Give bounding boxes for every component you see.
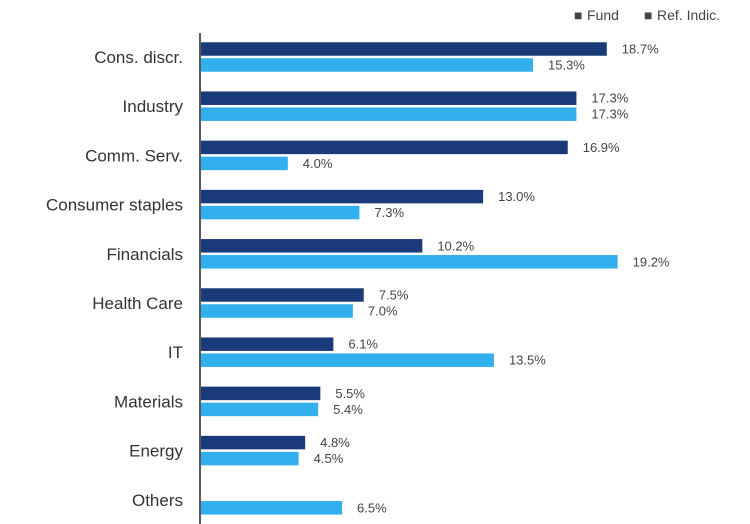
legend-marker-fund: ■ <box>574 7 582 23</box>
value-label-fund-energy: 4.8% <box>320 435 350 450</box>
value-label-ref-indic-consumer-staples: 7.3% <box>374 205 404 220</box>
value-label-ref-indic-materials: 5.4% <box>333 402 363 417</box>
value-label-fund-consumer-staples: 13.0% <box>498 189 535 204</box>
value-label-fund-financials: 10.2% <box>437 238 474 253</box>
plot-area: Cons. discr. 18.7% 15.3% Industry 17.3%17.3%… <box>46 42 670 516</box>
bar-fund-energy[interactable] <box>201 435 306 450</box>
category-label-it: IT <box>168 343 183 362</box>
bar-fund-health-care[interactable] <box>201 288 364 302</box>
category-label-health-care: Health Care <box>92 294 183 313</box>
bar-ref-indic-materials[interactable] <box>201 402 319 417</box>
value-label-ref-indic-energy: 4.5% <box>314 451 344 466</box>
bar-ref-indic-consumer-staples[interactable] <box>201 205 360 220</box>
category-label-consumer-staples: Consumer staples <box>46 196 183 215</box>
bar-fund-cons-discr[interactable] <box>201 42 607 56</box>
bar-fund-comm-serv[interactable] <box>201 140 568 155</box>
value-label-fund-health-care: 7.5% <box>379 288 409 303</box>
value-label-fund-industry: 17.3% <box>591 91 628 106</box>
bar-ref-indic-financials[interactable] <box>201 255 618 269</box>
bar-ref-indic-industry[interactable] <box>201 107 577 121</box>
value-label-fund-comm-serv: 16.9% <box>583 140 620 155</box>
bar-ref-indic-others[interactable] <box>201 501 343 515</box>
bar-ref-indic-health-care[interactable] <box>201 304 353 318</box>
bar-fund-industry[interactable] <box>201 91 577 105</box>
category-label-materials: Materials <box>114 392 183 411</box>
value-label-ref-indic-industry: 17.3% <box>591 107 628 122</box>
category-label-cons-discr: Cons. discr. <box>94 48 183 67</box>
value-label-fund-it: 6.1% <box>348 337 378 352</box>
category-label-industry: Industry <box>123 97 184 116</box>
value-label-ref-indic-health-care: 7.0% <box>368 304 398 319</box>
value-label-fund-cons-discr: 18.7% <box>622 42 659 57</box>
category-label-energy: Energy <box>129 442 183 461</box>
bar-fund-financials[interactable] <box>201 239 423 253</box>
value-label-ref-indic-others: 6.5% <box>357 500 387 515</box>
legend-label-fund[interactable]: Fund <box>587 7 619 23</box>
value-label-ref-indic-financials: 19.2% <box>633 254 670 269</box>
value-label-fund-materials: 5.5% <box>335 386 365 401</box>
category-label-others: Others <box>132 491 183 510</box>
value-label-ref-indic-it: 13.5% <box>509 353 546 368</box>
bar-ref-indic-comm-serv[interactable] <box>201 156 288 171</box>
value-label-ref-indic-cons-discr: 15.3% <box>548 58 585 73</box>
category-label-comm-serv: Comm. Serv. <box>85 146 183 165</box>
bar-fund-it[interactable] <box>201 337 334 351</box>
category-label-financials: Financials <box>106 245 183 264</box>
bar-fund-consumer-staples[interactable] <box>201 189 484 204</box>
bar-ref-indic-energy[interactable] <box>201 451 299 466</box>
bar-ref-indic-cons-discr[interactable] <box>201 58 534 72</box>
bar-ref-indic-it[interactable] <box>201 353 494 367</box>
legend-marker-ref-indic: ■ <box>644 7 652 23</box>
value-label-ref-indic-comm-serv: 4.0% <box>303 156 333 171</box>
legend-label-ref-indic[interactable]: Ref. Indic. <box>657 7 720 23</box>
legend: ■ Fund ■ Ref. Indic. <box>574 7 720 23</box>
bar-fund-materials[interactable] <box>201 386 321 401</box>
